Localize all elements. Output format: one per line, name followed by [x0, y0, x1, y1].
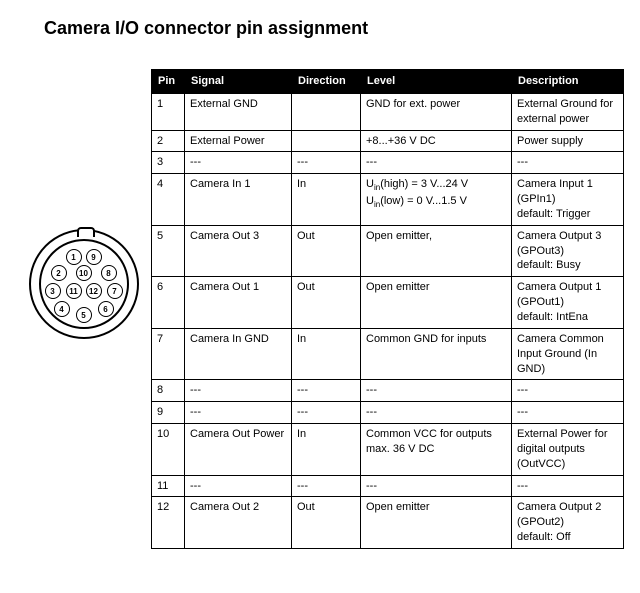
cell-description: Power supply: [512, 130, 624, 152]
cell-level: Open emitter: [361, 497, 512, 549]
table-header-row: Pin Signal Direction Level Description: [152, 70, 624, 94]
connector-pin-1: 1: [66, 249, 82, 265]
cell-signal: ---: [185, 380, 292, 402]
cell-pin: 6: [152, 277, 185, 329]
cell-direction: Out: [292, 497, 361, 549]
table-row: 12Camera Out 2OutOpen emitterCamera Outp…: [152, 497, 624, 549]
cell-description: ---: [512, 402, 624, 424]
cell-level: ---: [361, 152, 512, 174]
cell-level: ---: [361, 475, 512, 497]
cell-level: Open emitter: [361, 277, 512, 329]
cell-level: GND for ext. power: [361, 93, 512, 130]
cell-direction: ---: [292, 380, 361, 402]
cell-signal: External GND: [185, 93, 292, 130]
cell-pin: 3: [152, 152, 185, 174]
table-row: 8------------: [152, 380, 624, 402]
connector-pin-2: 2: [51, 265, 67, 281]
col-pin: Pin: [152, 70, 185, 94]
cell-level: Common VCC for outputsmax. 36 V DC: [361, 424, 512, 476]
table-row: 4Camera In 1InUin(high) = 3 V...24 VUin(…: [152, 174, 624, 226]
cell-level: +8...+36 V DC: [361, 130, 512, 152]
cell-signal: ---: [185, 475, 292, 497]
cell-direction: In: [292, 174, 361, 226]
cell-level: Common GND for inputs: [361, 328, 512, 380]
cell-direction: Out: [292, 277, 361, 329]
cell-signal: External Power: [185, 130, 292, 152]
connector-pin-4: 4: [54, 301, 70, 317]
cell-level: ---: [361, 402, 512, 424]
cell-level: Open emitter,: [361, 225, 512, 277]
cell-direction: ---: [292, 152, 361, 174]
cell-description: ---: [512, 475, 624, 497]
table-row: 9------------: [152, 402, 624, 424]
cell-pin: 4: [152, 174, 185, 226]
cell-level: Uin(high) = 3 V...24 VUin(low) = 0 V...1…: [361, 174, 512, 226]
cell-description: External Ground for external power: [512, 93, 624, 130]
cell-signal: Camera In GND: [185, 328, 292, 380]
cell-description: Camera Output 3 (GPOut3)default: Busy: [512, 225, 624, 277]
cell-description: Camera Output 1 (GPOut1)default: IntEna: [512, 277, 624, 329]
cell-signal: Camera In 1: [185, 174, 292, 226]
cell-pin: 7: [152, 328, 185, 380]
page-title: Camera I/O connector pin assignment: [44, 18, 624, 39]
col-direction: Direction: [292, 70, 361, 94]
cell-direction: In: [292, 424, 361, 476]
cell-level: ---: [361, 380, 512, 402]
table-row: 7Camera In GNDInCommon GND for inputsCam…: [152, 328, 624, 380]
table-row: 2External Power +8...+36 V DCPower supply: [152, 130, 624, 152]
table-row: 1External GND GND for ext. powerExternal …: [152, 93, 624, 130]
col-description: Description: [512, 70, 624, 94]
connector-pin-7: 7: [107, 283, 123, 299]
table-row: 10Camera Out PowerInCommon VCC for outpu…: [152, 424, 624, 476]
cell-pin: 12: [152, 497, 185, 549]
cell-pin: 10: [152, 424, 185, 476]
connector-diagram: 19 2 10 8 3 1112 7 456: [29, 229, 139, 339]
cell-direction: [292, 130, 361, 152]
cell-description: Camera Common Input Ground (In GND): [512, 328, 624, 380]
cell-description: Camera Output 2 (GPOut2)default: Off: [512, 497, 624, 549]
cell-signal: ---: [185, 402, 292, 424]
cell-direction: ---: [292, 475, 361, 497]
cell-pin: 1: [152, 93, 185, 130]
connector-pin-10: 10: [76, 265, 92, 281]
cell-direction: Out: [292, 225, 361, 277]
connector-diagram-column: 19 2 10 8 3 1112 7 456: [16, 69, 151, 339]
cell-signal: Camera Out 3: [185, 225, 292, 277]
connector-key-notch: [77, 227, 95, 237]
pin-assignment-table: Pin Signal Direction Level Description 1…: [151, 69, 624, 549]
cell-description: Camera Input 1 (GPIn1)default: Trigger: [512, 174, 624, 226]
cell-direction: [292, 93, 361, 130]
cell-pin: 9: [152, 402, 185, 424]
content-row: 192108311127456 Pin Signal Direction Lev…: [16, 69, 624, 549]
connector-pin-12: 12: [86, 283, 102, 299]
cell-signal: Camera Out Power: [185, 424, 292, 476]
table-row: 5Camera Out 3OutOpen emitter,Camera Outp…: [152, 225, 624, 277]
connector-pin-6: 6: [98, 301, 114, 317]
cell-signal: Camera Out 2: [185, 497, 292, 549]
cell-signal: Camera Out 1: [185, 277, 292, 329]
table-row: 6Camera Out 1OutOpen emitterCamera Outpu…: [152, 277, 624, 329]
cell-pin: 11: [152, 475, 185, 497]
connector-pin-8: 8: [101, 265, 117, 281]
cell-description: External Power for digital outputs (OutV…: [512, 424, 624, 476]
table-row: 11------------: [152, 475, 624, 497]
cell-direction: ---: [292, 402, 361, 424]
cell-direction: In: [292, 328, 361, 380]
connector-pin-3: 3: [45, 283, 61, 299]
connector-pin-5: 5: [76, 307, 92, 323]
cell-pin: 5: [152, 225, 185, 277]
cell-pin: 8: [152, 380, 185, 402]
table-row: 3------------: [152, 152, 624, 174]
col-level: Level: [361, 70, 512, 94]
cell-description: ---: [512, 380, 624, 402]
cell-description: ---: [512, 152, 624, 174]
cell-signal: ---: [185, 152, 292, 174]
connector-pin-9: 9: [86, 249, 102, 265]
connector-pin-11: 11: [66, 283, 82, 299]
cell-pin: 2: [152, 130, 185, 152]
col-signal: Signal: [185, 70, 292, 94]
